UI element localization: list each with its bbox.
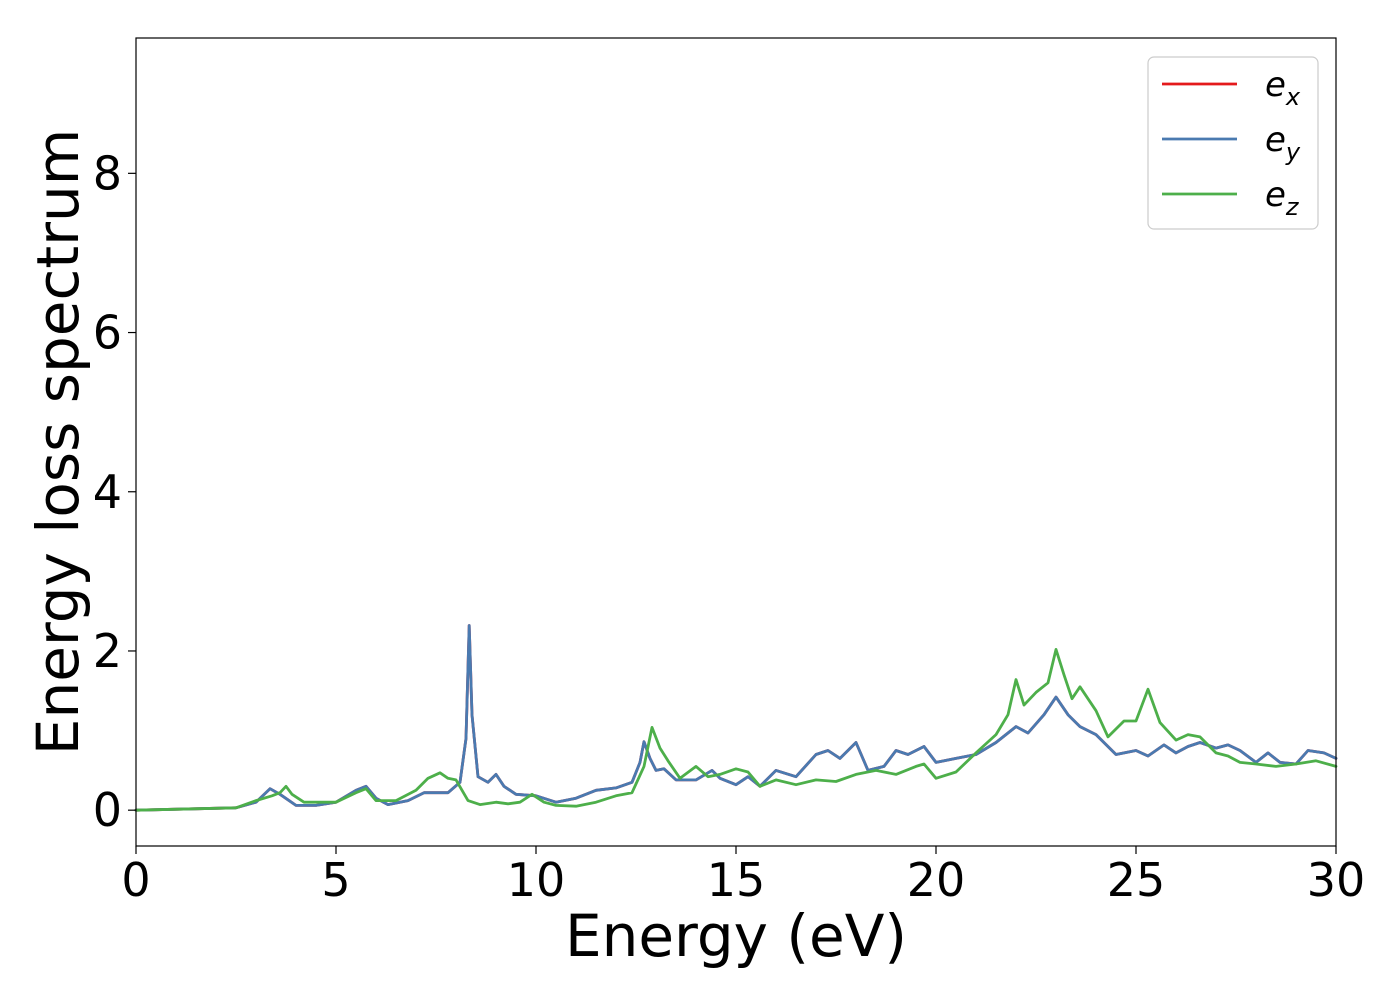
series-line-z bbox=[134, 648, 1338, 812]
x-tick-label: 25 bbox=[1107, 853, 1166, 907]
x-tick-label: 30 bbox=[1307, 853, 1366, 907]
legend-subscript: y bbox=[1285, 138, 1301, 166]
y-axis-ticks: 0 2 4 6 8 bbox=[93, 146, 136, 837]
x-tick-label: 10 bbox=[507, 853, 566, 907]
y-axis-title: Energy loss spectrum bbox=[24, 129, 92, 755]
legend-subscript: x bbox=[1285, 83, 1301, 111]
plot-lines bbox=[134, 624, 1338, 812]
series-line-y bbox=[134, 624, 1338, 812]
series-line-x bbox=[134, 624, 1338, 812]
legend-subscript: z bbox=[1285, 193, 1300, 221]
y-tick-label: 4 bbox=[93, 465, 122, 519]
x-tick-label: 15 bbox=[707, 853, 766, 907]
x-axis-ticks: 0 5 10 15 20 25 30 bbox=[121, 846, 1365, 907]
legend-label-z: ez bbox=[1265, 175, 1300, 221]
y-tick-label: 0 bbox=[93, 783, 122, 837]
y-tick-label: 2 bbox=[93, 624, 122, 678]
y-tick-label: 8 bbox=[93, 146, 122, 200]
x-tick-label: 0 bbox=[121, 853, 150, 907]
x-axis-title: Energy (eV) bbox=[565, 902, 907, 970]
legend-box bbox=[1147, 56, 1319, 230]
x-tick-label: 5 bbox=[321, 853, 350, 907]
x-tick-label: 20 bbox=[907, 853, 966, 907]
y-tick-label: 6 bbox=[93, 306, 122, 360]
